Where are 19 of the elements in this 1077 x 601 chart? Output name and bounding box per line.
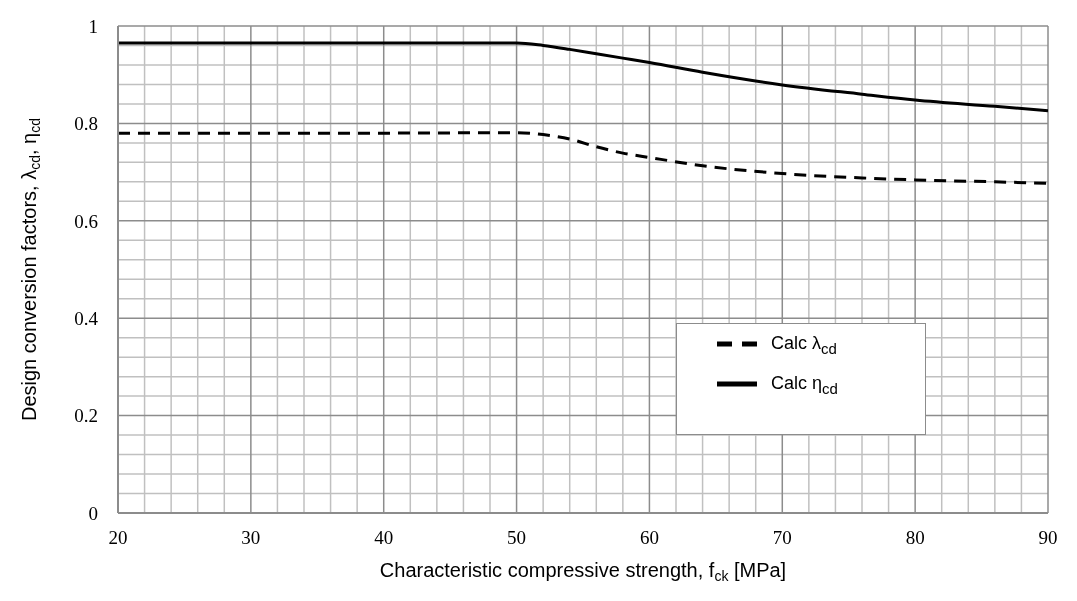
x-tick-label: 20 xyxy=(108,527,128,549)
x-tick-label: 30 xyxy=(241,527,261,549)
x-tick-label: 80 xyxy=(905,527,925,549)
legend-label: Calc η$_{cd}$ xyxy=(771,372,838,397)
line-series xyxy=(118,131,1048,185)
x-tick-label: 70 xyxy=(772,527,792,549)
y-tick-label: 0 xyxy=(88,502,98,524)
y-tick-label: 1 xyxy=(88,15,98,37)
line-series xyxy=(118,41,1048,113)
y-tick-label: 0.2 xyxy=(74,405,98,427)
x-axis-title: Characteristic compressive strength, f$_{ck}$ [MPa] xyxy=(379,559,787,584)
y-tick-label: 0.6 xyxy=(74,210,98,232)
x-tick-label: 40 xyxy=(374,527,394,549)
x-tick-label: 60 xyxy=(639,527,659,549)
y-tick-label: 0.8 xyxy=(74,113,98,135)
y-tick-label: 0.4 xyxy=(74,307,99,329)
x-tick-label: 50 xyxy=(507,527,527,549)
x-tick-label: 90 xyxy=(1038,527,1058,549)
legend-label: Calc λ$_{cd}$ xyxy=(771,332,837,357)
